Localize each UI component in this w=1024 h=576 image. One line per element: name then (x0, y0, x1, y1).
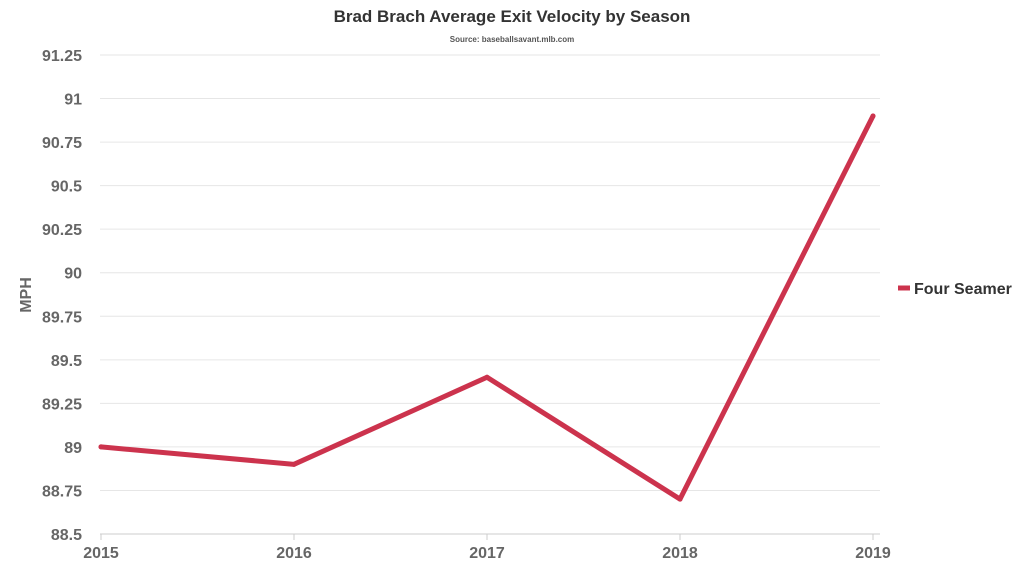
data-point[interactable] (484, 374, 490, 380)
x-tick-label: 2017 (469, 545, 505, 562)
y-tick-label: 89 (64, 440, 82, 457)
y-tick-label: 89.75 (42, 309, 82, 326)
y-tick-label: 91 (64, 92, 82, 109)
y-tick-label: 89.5 (51, 353, 82, 370)
y-tick-label: 88.75 (42, 483, 82, 500)
x-tick-label: 2016 (276, 545, 312, 562)
series-line[interactable] (98, 113, 876, 502)
legend[interactable]: Four Seamer (898, 281, 1012, 298)
data-point[interactable] (291, 461, 297, 467)
y-tick-label: 90 (64, 266, 82, 283)
grid-lines (100, 54, 880, 491)
y-tick-label: 90.5 (51, 179, 82, 196)
data-point[interactable] (677, 496, 683, 502)
y-tick-label: 90.25 (42, 222, 82, 239)
data-point[interactable] (870, 113, 876, 119)
x-axis-ticks: 2015 2016 2017 2018 2019 (83, 534, 891, 562)
chart-title: Brad Brach Average Exit Velocity by Seas… (334, 7, 691, 26)
y-tick-label: 88.5 (51, 527, 82, 544)
legend-label: Four Seamer (914, 281, 1012, 298)
data-point[interactable] (98, 444, 104, 450)
series-layer (98, 113, 876, 502)
y-tick-label: 91.25 (42, 48, 82, 65)
y-tick-label: 90.75 (42, 135, 82, 152)
y-axis-title: MPH (18, 277, 35, 313)
y-tick-label: 89.25 (42, 396, 82, 413)
x-tick-label: 2019 (855, 545, 891, 562)
y-axis-ticks: 91.25 91 90.75 90.5 90.25 90 89.75 89.5 89.25 89 8… (42, 48, 82, 544)
x-tick-label: 2015 (83, 545, 119, 562)
chart-subtitle: Source: baseballsavant.mlb.com (450, 35, 575, 44)
x-tick-label: 2018 (662, 545, 698, 562)
